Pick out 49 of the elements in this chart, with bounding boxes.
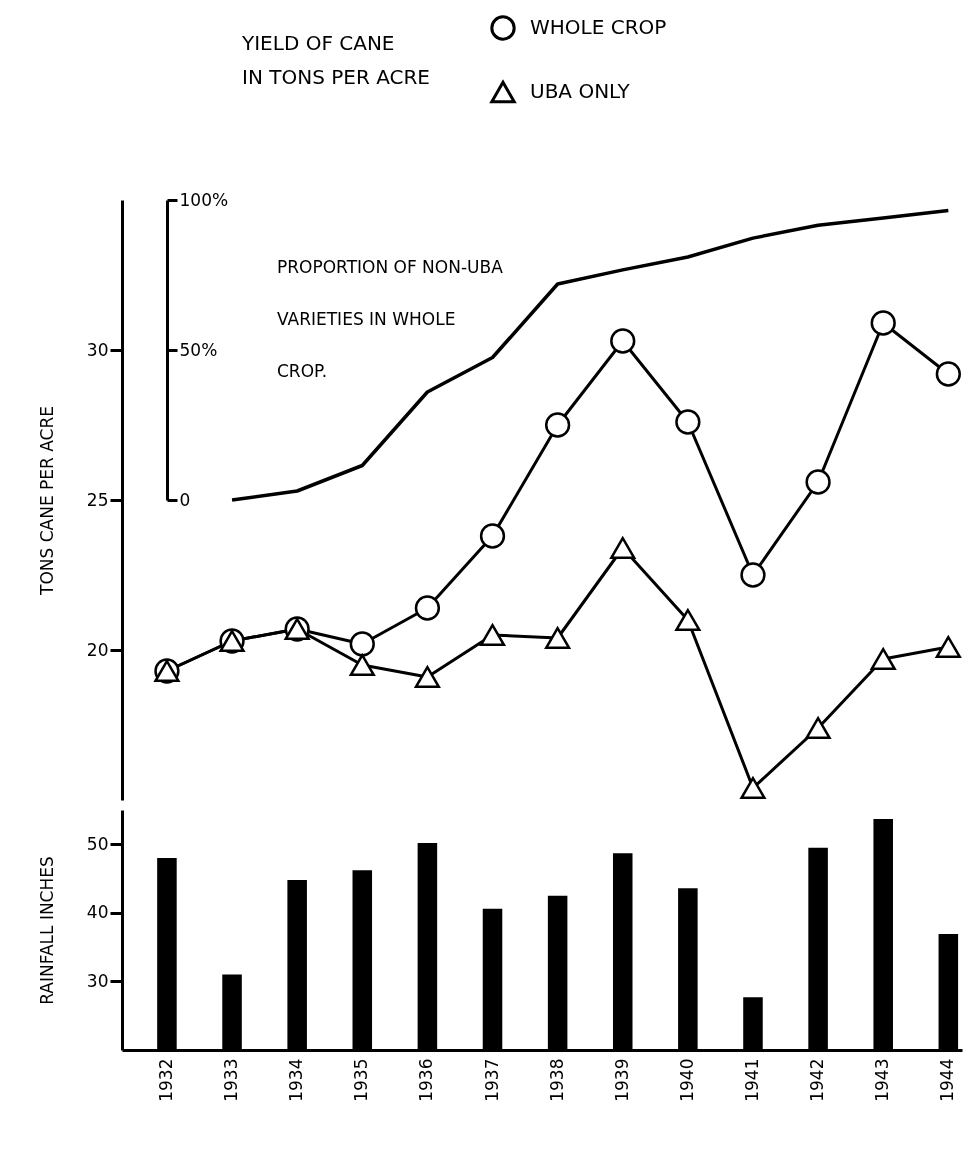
point bbox=[870, 647, 896, 671]
x-tick-label: 1937 bbox=[481, 1058, 502, 1102]
y-tick-label: 20 bbox=[86, 639, 109, 660]
point bbox=[675, 608, 701, 632]
y2-tick-label: 50% bbox=[179, 339, 218, 360]
y-tick-label: 30 bbox=[86, 339, 109, 360]
legend-label: UBA ONLY bbox=[530, 79, 631, 103]
x-tick-label: 1938 bbox=[546, 1058, 567, 1102]
x-tick-label: 1932 bbox=[155, 1058, 176, 1102]
y-axis-title: TONS CANE PER ACRE bbox=[36, 405, 57, 597]
point bbox=[479, 523, 506, 549]
x-tick-label: 1935 bbox=[351, 1058, 372, 1102]
x-tick-label: 1940 bbox=[676, 1058, 697, 1102]
point bbox=[935, 635, 961, 659]
y-axis-title: RAINFALL INCHES bbox=[36, 856, 57, 1005]
y-tick-label: 30 bbox=[86, 970, 109, 991]
point bbox=[610, 328, 636, 354]
point bbox=[349, 653, 375, 677]
point bbox=[870, 310, 896, 336]
y-tick-label: 40 bbox=[86, 902, 109, 923]
point bbox=[675, 409, 701, 435]
legend-label: WHOLE CROP bbox=[530, 15, 667, 39]
point bbox=[479, 623, 506, 647]
line-series bbox=[230, 208, 951, 502]
point bbox=[414, 665, 441, 689]
point bbox=[544, 626, 571, 650]
text: PROPORTION OF NON-UBA VARIETIES IN WHOLE CROP. bbox=[277, 257, 503, 381]
point bbox=[544, 412, 571, 438]
x-tick-label: 1941 bbox=[741, 1058, 762, 1102]
y2-tick-label: 0 bbox=[179, 489, 191, 510]
point bbox=[740, 776, 766, 800]
x-tick-label: 1936 bbox=[416, 1058, 437, 1102]
x-tick-label: 1939 bbox=[611, 1058, 632, 1102]
point bbox=[740, 562, 766, 588]
point bbox=[805, 469, 831, 495]
x-tick-label: 1944 bbox=[937, 1058, 958, 1102]
point bbox=[414, 595, 441, 621]
x-tick-label: 1934 bbox=[286, 1058, 307, 1102]
x-tick-label: 1943 bbox=[872, 1058, 893, 1102]
y-tick-label: 25 bbox=[86, 489, 109, 510]
x-tick-label: 1942 bbox=[807, 1058, 828, 1102]
y-tick-label: 50 bbox=[86, 833, 109, 854]
legend-title: YIELD OF CANE IN TONS PER ACRE bbox=[241, 31, 430, 89]
point bbox=[610, 536, 636, 560]
x-tick-label: 1933 bbox=[221, 1058, 242, 1102]
point bbox=[349, 631, 375, 657]
point bbox=[805, 716, 831, 740]
point bbox=[935, 361, 961, 387]
y2-tick-label: 100% bbox=[179, 189, 229, 210]
